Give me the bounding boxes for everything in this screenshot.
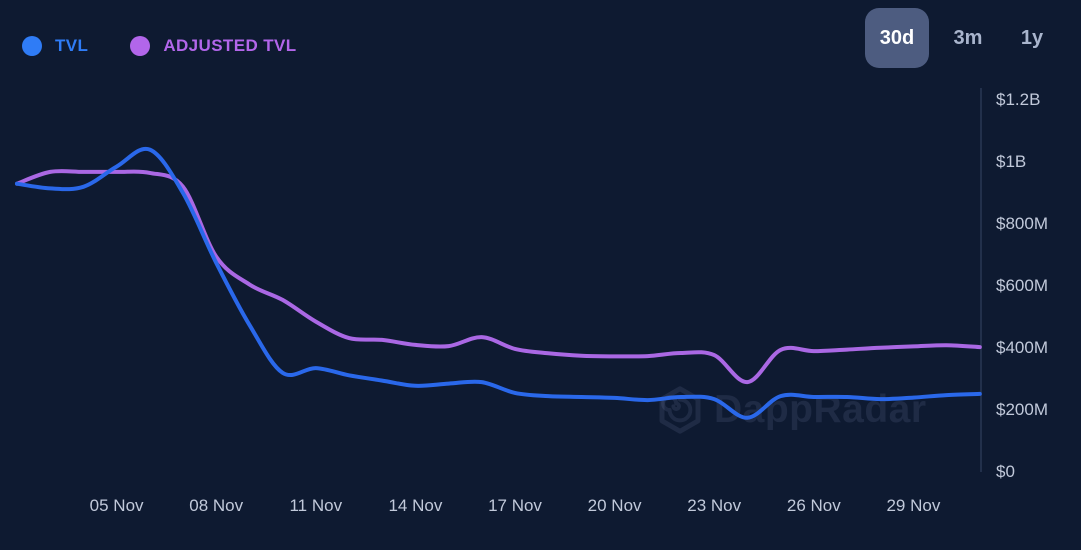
y-axis-tick-label: $1B [996,152,1027,171]
range-button-30d[interactable]: 30d [865,8,929,68]
x-axis-tick-label: 29 Nov [886,496,941,515]
adjusted-tvl-line [15,169,982,385]
x-axis-tick-label: 23 Nov [687,496,742,515]
adjusted-tvl-legend-label: ADJUSTED TVL [163,36,297,55]
y-axis-line [980,88,982,472]
x-axis-tick-label: 11 Nov [289,496,343,515]
x-axis-tick-label: 17 Nov [488,496,542,515]
legend-item-tvl[interactable]: TVL [22,36,88,56]
x-axis-tick-label: 26 Nov [786,496,841,515]
range-button-1y[interactable]: 1y [1020,26,1044,49]
x-axis-tick-label: 08 Nov [189,496,244,515]
legend-item-adjusted-tvl[interactable]: ADJUSTED TVL [130,36,296,56]
legend: TVL ADJUSTED TVL [22,36,339,56]
x-axis-tick-label: 05 Nov [89,496,144,515]
tvl-line [15,146,982,420]
y-axis-tick-label: $0 [996,462,1015,481]
range-button-3m[interactable]: 3m [953,26,983,49]
tvl-legend-label: TVL [55,36,89,55]
y-axis-tick-label: $1.2B [996,90,1041,109]
adjusted-tvl-series-dot-icon [130,36,151,56]
y-axis-tick-label: $800M [996,214,1048,233]
x-axis-tick-label: 14 Nov [388,496,443,515]
tvl-series-dot-icon [22,36,42,56]
x-axis-tick-label: 20 Nov [587,496,642,515]
y-axis-tick-label: $200M [996,400,1048,419]
y-axis-tick-label: $600M [996,276,1048,295]
y-axis-tick-label: $400M [996,338,1048,357]
